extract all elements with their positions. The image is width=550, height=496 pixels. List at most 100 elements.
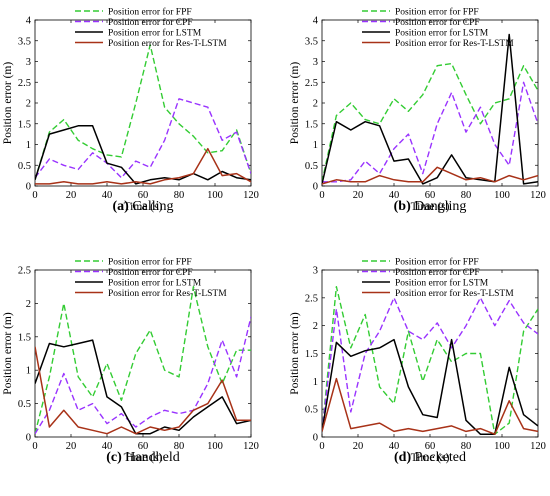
x-tick-label: 60	[425, 441, 436, 452]
legend-label: Position error for LSTM	[395, 28, 489, 39]
y-tick-label: 0	[313, 182, 318, 193]
x-tick-label: 100	[207, 441, 223, 452]
y-tick-label: 1.5	[305, 349, 318, 360]
series-group	[35, 286, 251, 435]
series-line-1	[35, 44, 251, 181]
legend-label: Position error for CPF	[395, 267, 480, 278]
y-tick-label: 2.5	[18, 266, 31, 277]
x-tick-label: 60	[138, 441, 149, 452]
y-tick-label: 1	[313, 140, 318, 151]
y-tick-label: 1	[26, 366, 31, 377]
y-tick-label: 1.5	[305, 119, 318, 130]
y-axis-label: Position error (m)	[2, 62, 14, 145]
legend-label: Position error for Res-T-LSTM	[395, 38, 514, 49]
y-axis-label: Position error (m)	[289, 62, 301, 145]
legend-label: Position error for CPF	[108, 267, 193, 278]
legend-label: Position error for FPF	[108, 257, 192, 268]
y-tick-label: 4	[313, 16, 319, 27]
x-axis-label: Time (s)	[124, 201, 163, 213]
panel-caption: (b) Dangling	[394, 199, 467, 214]
y-tick-label: 2	[26, 299, 31, 310]
y-tick-label: 2.5	[18, 78, 31, 89]
legend-label: Position error for Res-T-LSTM	[108, 288, 227, 299]
y-tick-label: 0	[313, 433, 318, 444]
x-tick-label: 0	[32, 441, 37, 452]
y-tick-label: 0.5	[305, 405, 318, 416]
series-line-3	[322, 33, 538, 185]
x-tick-label: 40	[389, 190, 400, 201]
x-tick-label: 120	[530, 190, 546, 201]
y-tick-label: 1.5	[18, 332, 31, 343]
x-tick-label: 100	[494, 441, 510, 452]
x-tick-label: 100	[207, 190, 223, 201]
series-group	[35, 44, 251, 185]
x-axis-label: Time (s)	[124, 452, 163, 464]
y-tick-label: 3	[313, 266, 318, 277]
x-tick-label: 80	[461, 190, 472, 201]
y-tick-label: 3	[26, 57, 31, 68]
x-tick-label: 80	[461, 441, 472, 452]
series-line-4	[35, 346, 251, 435]
series-line-1	[35, 286, 251, 434]
series-line-2	[35, 316, 251, 435]
x-tick-label: 40	[389, 441, 400, 452]
legend-label: Position error for Res-T-LSTM	[108, 38, 227, 49]
y-tick-label: 2	[313, 99, 318, 110]
y-axis-label: Position error (m)	[289, 312, 301, 395]
legend-label: Position error for LSTM	[108, 28, 202, 39]
series-group	[322, 33, 538, 185]
x-tick-label: 60	[138, 190, 149, 201]
y-tick-label: 0	[26, 433, 31, 444]
series-line-3	[322, 338, 538, 435]
series-line-4	[35, 147, 251, 185]
y-tick-label: 0	[26, 182, 31, 193]
x-tick-label: 120	[530, 441, 546, 452]
legend-label: Position error for CPF	[395, 17, 480, 28]
series-line-2	[322, 81, 538, 183]
legend-label: Position error for FPF	[395, 257, 479, 268]
x-tick-label: 120	[243, 190, 259, 201]
legend-label: Position error for LSTM	[395, 278, 489, 289]
y-tick-label: 4	[26, 16, 32, 27]
series-line-3	[35, 125, 251, 185]
chart-panel-4: 0 0.5 1 1.5 2 2.5 3 0 20 40 60 80 100 120 Time (s) Posi…	[289, 257, 546, 466]
series-line-4	[322, 166, 538, 185]
x-tick-label: 0	[319, 441, 324, 452]
x-tick-label: 80	[174, 190, 185, 201]
series-line-4	[322, 377, 538, 435]
panel-caption: (c) Handheld	[106, 450, 179, 465]
y-tick-label: 2	[26, 99, 31, 110]
series-line-3	[35, 339, 251, 435]
y-tick-label: 0.5	[18, 399, 31, 410]
series-line-2	[322, 297, 538, 432]
legend-label: Position error for Res-T-LSTM	[395, 288, 514, 299]
series-line-1	[322, 286, 538, 435]
series-group	[322, 286, 538, 435]
y-tick-label: 1	[313, 377, 318, 388]
series-line-2	[35, 98, 251, 179]
x-tick-label: 60	[425, 190, 436, 201]
y-tick-label: 3.5	[18, 36, 31, 47]
y-tick-label: 2	[313, 321, 318, 332]
x-tick-label: 0	[32, 190, 37, 201]
y-tick-label: 3.5	[305, 36, 318, 47]
legend-label: Position error for LSTM	[108, 278, 202, 289]
x-tick-label: 0	[319, 190, 324, 201]
y-tick-label: 2.5	[305, 293, 318, 304]
y-tick-label: 0.5	[18, 161, 31, 172]
legend-label: Position error for FPF	[395, 7, 479, 18]
y-tick-label: 1	[26, 140, 31, 151]
x-tick-label: 40	[102, 441, 113, 452]
y-tick-label: 2.5	[305, 78, 318, 89]
x-tick-label: 20	[66, 190, 77, 201]
chart-panel-3: 0 0.5 1 1.5 2 2.5 0 20 40 60 80 100 120 Time (s) Posit…	[2, 257, 259, 466]
y-axis-label: Position error (m)	[2, 312, 14, 395]
panel-caption: (d) Pocketed	[394, 450, 466, 465]
y-tick-label: 1.5	[18, 119, 31, 130]
